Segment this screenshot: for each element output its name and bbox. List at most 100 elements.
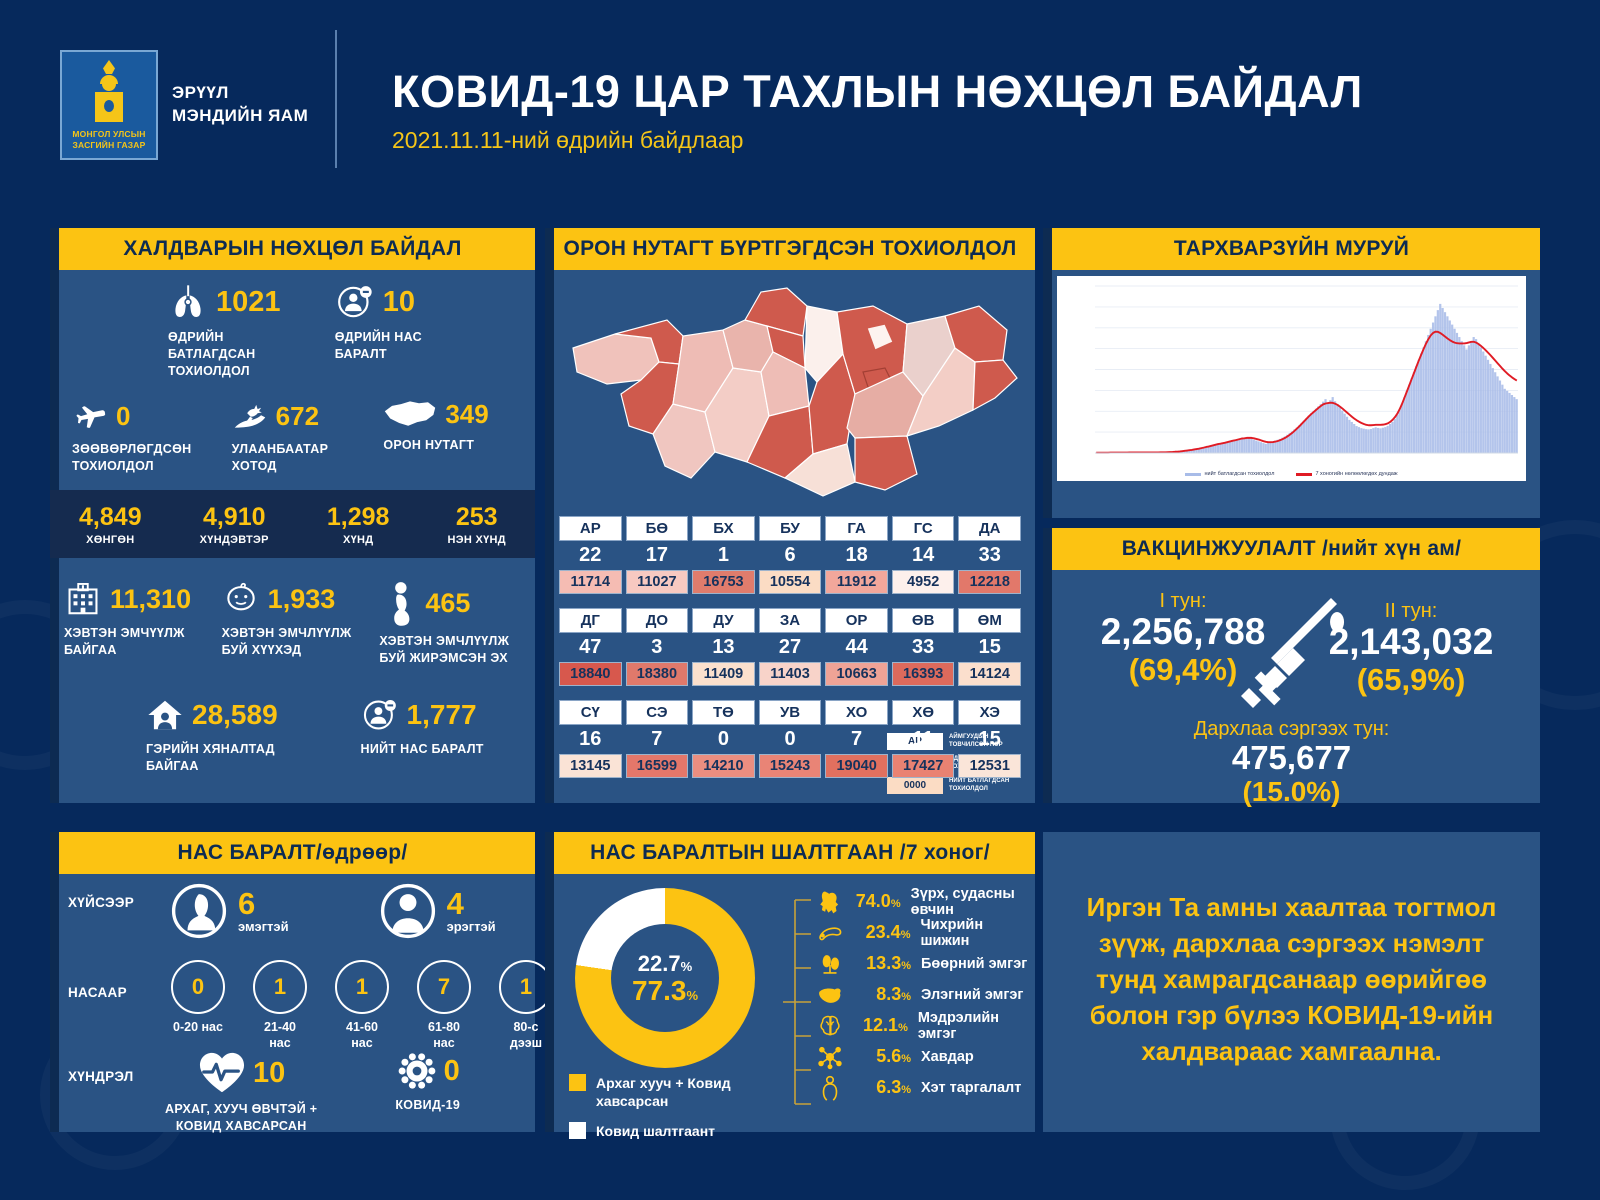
region-cell[interactable]: ЗА 27 11403: [758, 608, 822, 686]
age-row-label: НАСААР: [68, 984, 158, 1002]
region-code: ГА: [825, 516, 888, 541]
severity-value: 4,849: [79, 502, 142, 531]
age-group-label: 0-20 нас: [173, 1020, 223, 1034]
region-cell[interactable]: БХ 1 16753: [692, 516, 755, 594]
region-cell[interactable]: ДА 33 12218: [958, 516, 1022, 594]
region-cell[interactable]: СЭ 7 16599: [625, 700, 689, 778]
stat-value: 672: [275, 400, 320, 431]
severity-label: ХҮНДЭВТЭР: [199, 533, 269, 546]
region-cell[interactable]: ХӨ 11 17427: [891, 700, 955, 778]
region-cell[interactable]: БӨ 17 11027: [625, 516, 689, 594]
region-cell[interactable]: АР 22 11714: [559, 516, 622, 594]
booster-value: 475,677: [1231, 739, 1352, 776]
region-code: СЭ: [625, 700, 689, 725]
cause-label: Элэгний эмгэг: [921, 986, 1024, 1003]
regional-cases-panel: ОРОН НУТАГТ БҮРТГЭГДСЭН ТОХИОЛДОЛ: [545, 228, 1035, 803]
public-health-message: Иргэн Та амны хаалтаа тогтмол зүүж, дарх…: [1086, 892, 1497, 1066]
region-new-cases: 1: [717, 544, 729, 566]
dose-1-label: I тун:: [1159, 590, 1207, 612]
stat-value: 0: [116, 400, 131, 431]
cause-label: Зүрх, судасны өвчин: [910, 885, 1015, 918]
stat-block: 0 ЗӨӨВӨРЛӨГДСӨН ТОХИОЛДОЛ: [72, 398, 224, 475]
stat-label: ГЭРИЙН ХЯНАЛТАД БАЙГАА: [146, 742, 275, 773]
severity-item: 4,910 ХҮНДЭВТЭР: [200, 503, 269, 546]
region-cell[interactable]: ГА 18 11912: [825, 516, 888, 594]
region-cell[interactable]: ДУ 13 11409: [692, 608, 755, 686]
causes-list: 74.0% Зүрх, судасны өвчин 23.4% Чихрийн шиж…: [817, 886, 1035, 1103]
infection-panel-title: ХАЛДВАРЫН НӨХЦӨЛ БАЙДАЛ: [50, 228, 535, 270]
donut-legend-swatch: [569, 1122, 586, 1140]
region-code: ДА: [958, 516, 1022, 541]
male-icon: [379, 882, 437, 940]
region-code: ХӨ: [891, 700, 955, 725]
region-cell[interactable]: ДГ 47 18840: [559, 608, 622, 686]
region-cell[interactable]: ХЭ 15 12531: [958, 700, 1022, 778]
death-person-icon: [361, 696, 399, 734]
stat-label: ОРОН НУТАГТ: [383, 438, 475, 452]
region-cell[interactable]: ТӨ 0 14210: [692, 700, 755, 778]
age-group-label: 21-40 нас: [264, 1020, 296, 1050]
map-legend-row: АР АЙМГУУДЫН ТОВЧИЛСОН НЭР: [887, 733, 1027, 750]
region-code: ГС: [891, 516, 955, 541]
donut-white-value: 22.7: [637, 951, 681, 976]
dose-2-block: II тун: 2,143,032 (65,9%): [1306, 600, 1516, 698]
region-new-cases: 11: [912, 728, 934, 750]
region-total-cases: 14210: [692, 754, 755, 778]
age-group-stat: 1 41-60 нас: [329, 960, 395, 1051]
map-legend-text: НИЙТ БАТЛАГДСАН ТОХИОЛДОЛ: [949, 778, 1010, 792]
region-total-cases: 11403: [758, 662, 822, 686]
donut-legend-label: Ковид шалтгаант: [596, 1123, 716, 1140]
age-group-label: 61-80 нас: [428, 1020, 460, 1050]
stat-value: 1,777: [406, 699, 477, 730]
cause-label: Бөөрний эмгэг: [921, 955, 1028, 972]
age-group-stat: 7 61-80 нас: [411, 960, 477, 1051]
region-code: АР: [559, 516, 622, 541]
region-new-cases: 15: [978, 636, 1001, 658]
region-cell[interactable]: СҮ 16 13145: [559, 700, 622, 778]
region-new-cases: 33: [912, 636, 935, 658]
cause-item: 8.3% Элэгний эмгэг: [817, 979, 1035, 1010]
region-cell[interactable]: ӨМ 15 14124: [958, 608, 1022, 686]
donut-legend-item: Архаг хууч + Ковид хавсарсан: [569, 1074, 731, 1110]
cause-label: Чихрийн шижин: [920, 916, 984, 949]
region-code: ХО: [825, 700, 888, 725]
complication-label-text: ХҮНДРЭЛ: [68, 1069, 134, 1084]
region-row: АР 22 11714 БӨ 17 11027 БХ 1 16753 БУ 6 10554 ГА 18 11…: [559, 516, 1022, 594]
complication-label: АРХАГ, ХУУЧ ӨВЧТЭЙ + КОВИД ХАВСАРСАН: [165, 1102, 318, 1133]
region-cell[interactable]: ОР 44 10663: [825, 608, 888, 686]
region-cell[interactable]: БУ 6 10554: [758, 516, 822, 594]
stat-cell: 672 УЛААНБААТАР ХОТОД: [224, 398, 384, 475]
stat-block: 349 ОРОН НУТАГТ: [383, 398, 535, 454]
public-health-message-panel: Иргэн Та амны хаалтаа тогтмол зүүж, дарх…: [1043, 832, 1540, 1132]
region-code: ӨВ: [891, 608, 955, 633]
stat-label: ХЭВТЭН ЭМЧЛҮҮЛЖ БУЙ ХҮҮХЭД: [221, 626, 352, 657]
age-group-label: 80-с дээш: [509, 1020, 543, 1050]
causes-donut-chart: 22.7% 77.3%: [575, 888, 775, 1088]
gender-label: эрэгтэй: [446, 919, 496, 934]
region-cell[interactable]: ХО 7 19040: [825, 700, 888, 778]
region-cell[interactable]: ДО 3 18380: [625, 608, 689, 686]
severity-label: НЭН ХҮНД: [447, 533, 506, 546]
region-total-cases: 10554: [758, 570, 822, 594]
complication-value-row: 10: [197, 1050, 285, 1096]
region-total-cases: 10663: [825, 662, 888, 686]
region-cell[interactable]: УВ 0 15243: [758, 700, 822, 778]
severity-item: 4,849 ХӨНГӨН: [79, 503, 142, 546]
region-cell[interactable]: ГС 14 4952: [891, 516, 955, 594]
deaths-by-gender: 6 эмэгтэй 4 эрэгтэй: [170, 882, 496, 940]
mongolia-map-icon: [383, 398, 437, 430]
cause-label: Хэт таргалалт: [921, 1079, 1022, 1096]
regional-cases-table: АР 22 11714 БӨ 17 11027 БХ 1 16753 БУ 6 10554 ГА 18 11…: [559, 516, 1022, 792]
cause-percent: 8.3%: [876, 984, 911, 1004]
page-title: КОВИД-19 ЦАР ТАХЛЫН НӨХЦӨЛ БАЙДАЛ: [392, 66, 1363, 117]
donut-yellow-sign: %: [686, 988, 699, 1003]
gender-stat: 4 эрэгтэй: [379, 882, 496, 940]
region-total-cases: 17427: [891, 754, 955, 778]
deaths-panel-title: НАС БАРАЛТ/өдрөөр/: [50, 832, 535, 874]
virus-icon: [396, 1050, 438, 1092]
stat-block: 465 ХЭВТЭН ЭМЧЛҮҮЛЖ БУЙ ЖИРЭМСЭН ЭХ: [379, 580, 535, 667]
infection-status-panel: ХАЛДВАРЫН НӨХЦӨЛ БАЙДАЛ 1021 ӨДРИЙН БАТЛА…: [50, 228, 535, 803]
infection-top-stats: 1021 ӨДРИЙН БАТЛАГДСАН ТОХИОЛДОЛ 10 ӨДРИЙН …: [50, 282, 535, 380]
donut-center-labels: 22.7% 77.3%: [611, 924, 719, 1032]
region-cell[interactable]: ӨВ 33 16393: [891, 608, 955, 686]
